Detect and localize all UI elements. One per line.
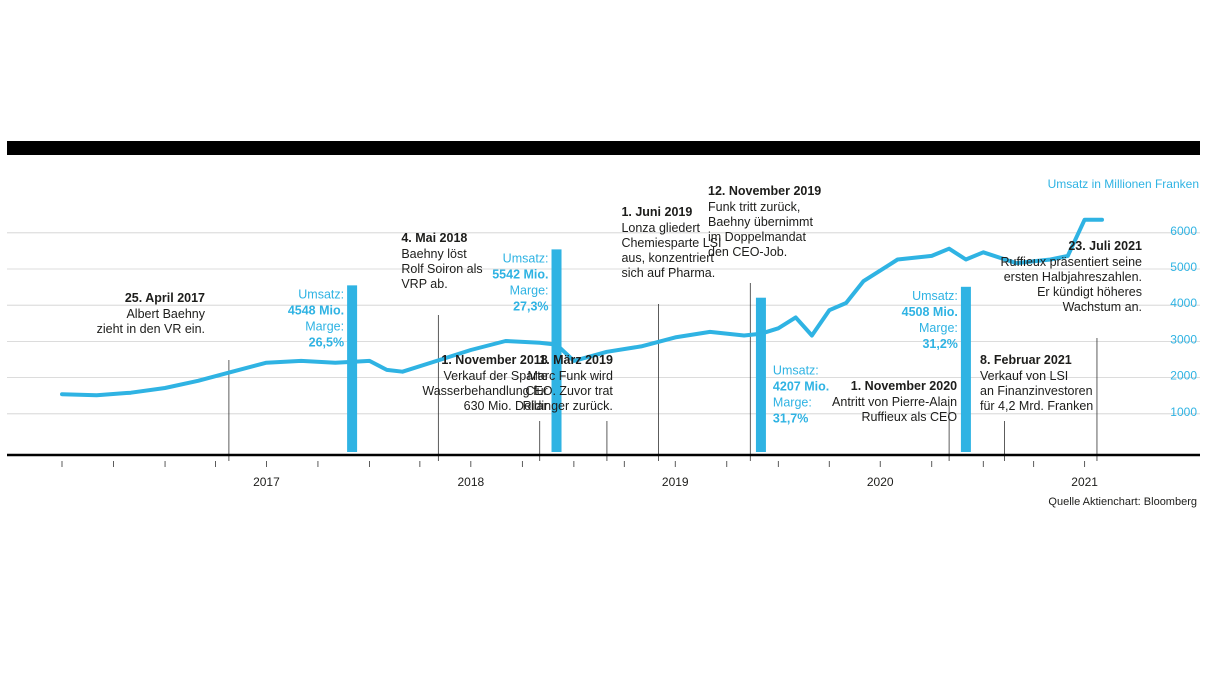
event-title: 1. Juni 2019 [621, 205, 692, 219]
bar-marge-value: 31,7% [773, 412, 808, 426]
event-text: Ruffieux als CEO [861, 410, 957, 424]
event-text: Wasserbehandlung für [422, 384, 547, 398]
event-text: aus, konzentriert [621, 251, 714, 265]
bar-marge-value: 31,2% [922, 337, 957, 351]
event-title: 25. April 2017 [125, 291, 205, 305]
event-text: Antritt von Pierre-Alain [832, 395, 957, 409]
x-axis: 2017 2018 2019 2020 2021 [61, 461, 1098, 489]
bar-marge-label: Marge: [773, 396, 812, 410]
event-text: Er kündigt höheres [1037, 285, 1142, 299]
event-text: Marc Funk wird [527, 369, 612, 383]
event-title: 4. Mai 2018 [401, 231, 467, 245]
event-text: Chemiesparte LSI [621, 236, 721, 250]
event-text: Baehny übernimmt [708, 215, 813, 229]
bar-marge-value: 26,5% [309, 335, 344, 349]
event-text: Verkauf der Sparte [443, 369, 547, 383]
year-label: 2019 [662, 475, 689, 489]
y-tick-label: 1000 [1170, 405, 1197, 419]
year-label: 2018 [457, 475, 484, 489]
event-text: Baehny löst [401, 247, 467, 261]
y-tick-label: 4000 [1170, 296, 1197, 310]
source-note: Quelle Aktienchart: Bloomberg [1048, 496, 1197, 508]
bar-umsatz-value: 4548 Mio. [288, 303, 344, 317]
event-text: Rolf Soiron als [401, 262, 482, 276]
bar-umsatz-label: Umsatz: [912, 289, 958, 303]
y-tick-label: 2000 [1170, 369, 1197, 383]
bar-marge-label: Marge: [305, 319, 344, 333]
event-text: Wachstum an. [1063, 300, 1142, 314]
event-text: CEO. Zuvor trat [525, 384, 613, 398]
event-title: 8. Februar 2021 [980, 353, 1072, 367]
y-tick-label: 6000 [1170, 224, 1197, 238]
event-text: ersten Halbjahreszahlen. [1004, 270, 1142, 284]
event-title: 1. November 2018 [441, 353, 547, 367]
year-label: 2020 [867, 475, 894, 489]
event-text: Lonza gliedert [621, 221, 700, 235]
event-title: 23. Juli 2021 [1068, 239, 1142, 253]
event-title: 1. November 2020 [851, 379, 957, 393]
event-title: 12. November 2019 [708, 184, 821, 198]
revenue-bar [551, 249, 562, 452]
revenue-bar [960, 286, 971, 452]
y-tick-label: 5000 [1170, 260, 1197, 274]
bar-umsatz-label: Umsatz: [298, 287, 344, 301]
revenue-bar-labels: Umsatz: 4548 Mio. Marge: 26,5% Umsatz: 5542 M… [288, 251, 958, 425]
event-text: 630 Mio. Dollar [464, 399, 548, 413]
event-text: sich auf Pharma. [621, 266, 715, 280]
bar-umsatz-label: Umsatz: [773, 364, 819, 378]
year-label: 2021 [1071, 475, 1098, 489]
bar-umsatz-value: 5542 Mio. [492, 267, 548, 281]
revenue-bars [347, 249, 971, 452]
revenue-bar [755, 297, 766, 452]
event-text: den CEO-Job. [708, 245, 787, 259]
bar-marge-value: 27,3% [513, 299, 548, 313]
bar-marge-label: Marge: [510, 283, 549, 297]
stock-price-line [60, 217, 1104, 398]
y-tick-label: 3000 [1170, 332, 1197, 346]
bar-umsatz-value: 4508 Mio. [902, 305, 958, 319]
bar-umsatz-value: 4207 Mio. [773, 380, 829, 394]
event-text: zieht in den VR ein. [97, 322, 205, 336]
year-label: 2017 [253, 475, 280, 489]
event-text: für 4,2 Mrd. Franken [980, 399, 1093, 413]
top-rule [7, 141, 1200, 155]
event-text: Funk tritt zurück, [708, 200, 800, 214]
event-text: im Doppelmandat [708, 230, 806, 244]
event-text: VRP ab. [401, 277, 447, 291]
event-text: an Finanzinvestoren [980, 384, 1093, 398]
unit-label: Umsatz in Millionen Franken [1048, 177, 1199, 191]
bar-marge-label: Marge: [919, 321, 958, 335]
event-text: Ridinger zurück. [523, 399, 613, 413]
bar-umsatz-label: Umsatz: [503, 251, 549, 265]
event-text: Ruffieux präsentiert seine [1000, 255, 1142, 269]
event-text: Albert Baehny [126, 307, 205, 321]
y-axis-ticks: 6000 5000 4000 3000 2000 1000 [1170, 224, 1197, 419]
event-title: 1. März 2019 [539, 353, 613, 367]
event-text: Verkauf von LSI [980, 369, 1068, 383]
revenue-bar [347, 285, 358, 452]
